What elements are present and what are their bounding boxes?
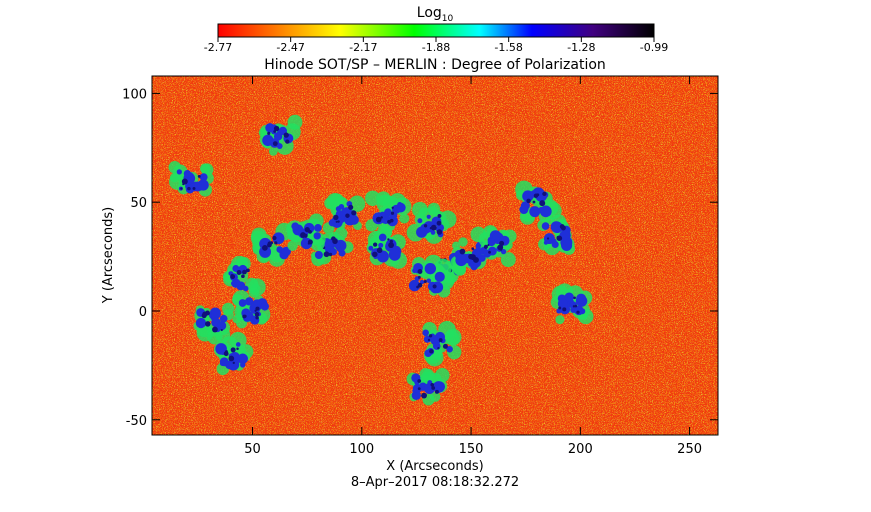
- colorbar-tick-label: -2.17: [349, 41, 377, 54]
- heatmap-image: [152, 76, 718, 435]
- polarization-cluster: [193, 302, 235, 345]
- polarization-cluster: [550, 283, 594, 325]
- polarization-cluster: [406, 368, 450, 406]
- polarization-cluster: [408, 257, 452, 298]
- y-axis-label: Y (Arcseconds): [101, 207, 116, 304]
- colorbar-title-main: Log: [417, 5, 442, 21]
- plot-frame: [151, 75, 719, 436]
- y-tick-label: 0: [139, 305, 147, 320]
- polarization-cluster: [422, 320, 462, 367]
- colorbar-title-subscript: 10: [442, 14, 454, 24]
- colorbar-tick-label: -1.88: [422, 41, 450, 54]
- x-axis: 50 100 150 200 250: [244, 76, 702, 457]
- x-tick-label: 100: [349, 442, 374, 457]
- x-tick-label: 250: [677, 442, 702, 457]
- timestamp: 8–Apr–2017 08:18:32.272: [351, 475, 519, 490]
- polarization-cluster: [308, 227, 354, 267]
- colorbar: [217, 23, 655, 38]
- colorbar-title: Log10: [417, 5, 454, 24]
- polarization-cluster: [322, 193, 366, 234]
- polarization-cluster: [515, 180, 562, 225]
- polarization-cluster: [537, 214, 576, 256]
- high-polarization-regions: [168, 114, 594, 406]
- polarization-cluster: [213, 331, 254, 376]
- polarization-cluster: [168, 161, 214, 197]
- polarization-cluster: [222, 255, 266, 298]
- colorbar-tick-label: -1.28: [567, 41, 595, 54]
- x-axis-label: X (Arcseconds): [386, 459, 483, 474]
- colorbar-tick-label: -2.77: [204, 41, 232, 54]
- polarization-cluster: [286, 213, 326, 252]
- polarization-cluster: [470, 225, 517, 268]
- x-tick-label: 150: [459, 442, 484, 457]
- y-tick-label: 50: [130, 196, 147, 211]
- colorbar-ticks: -2.77 -2.47 -2.17 -1.88 -1.58 -1.28 -0.99: [204, 37, 668, 54]
- y-tick-label: 100: [122, 87, 147, 102]
- chart-title: Hinode SOT/SP – MERLIN : Degree of Polar…: [264, 57, 606, 73]
- y-axis: -50 0 50 100: [122, 87, 718, 429]
- polarization-cluster: [366, 224, 407, 269]
- y-tick-label: -50: [126, 414, 147, 429]
- polarization-cluster: [250, 222, 293, 267]
- x-tick-label: 50: [244, 442, 261, 457]
- colorbar-tick-label: -1.58: [494, 41, 522, 54]
- polarization-cluster: [365, 190, 412, 232]
- polarization-cluster: [258, 114, 303, 156]
- colorbar-tick-label: -2.47: [276, 41, 304, 54]
- polarization-cluster: [406, 201, 457, 244]
- x-tick-label: 200: [568, 442, 593, 457]
- colorbar-tick-label: -0.99: [640, 41, 668, 54]
- polarization-cluster: [232, 290, 271, 329]
